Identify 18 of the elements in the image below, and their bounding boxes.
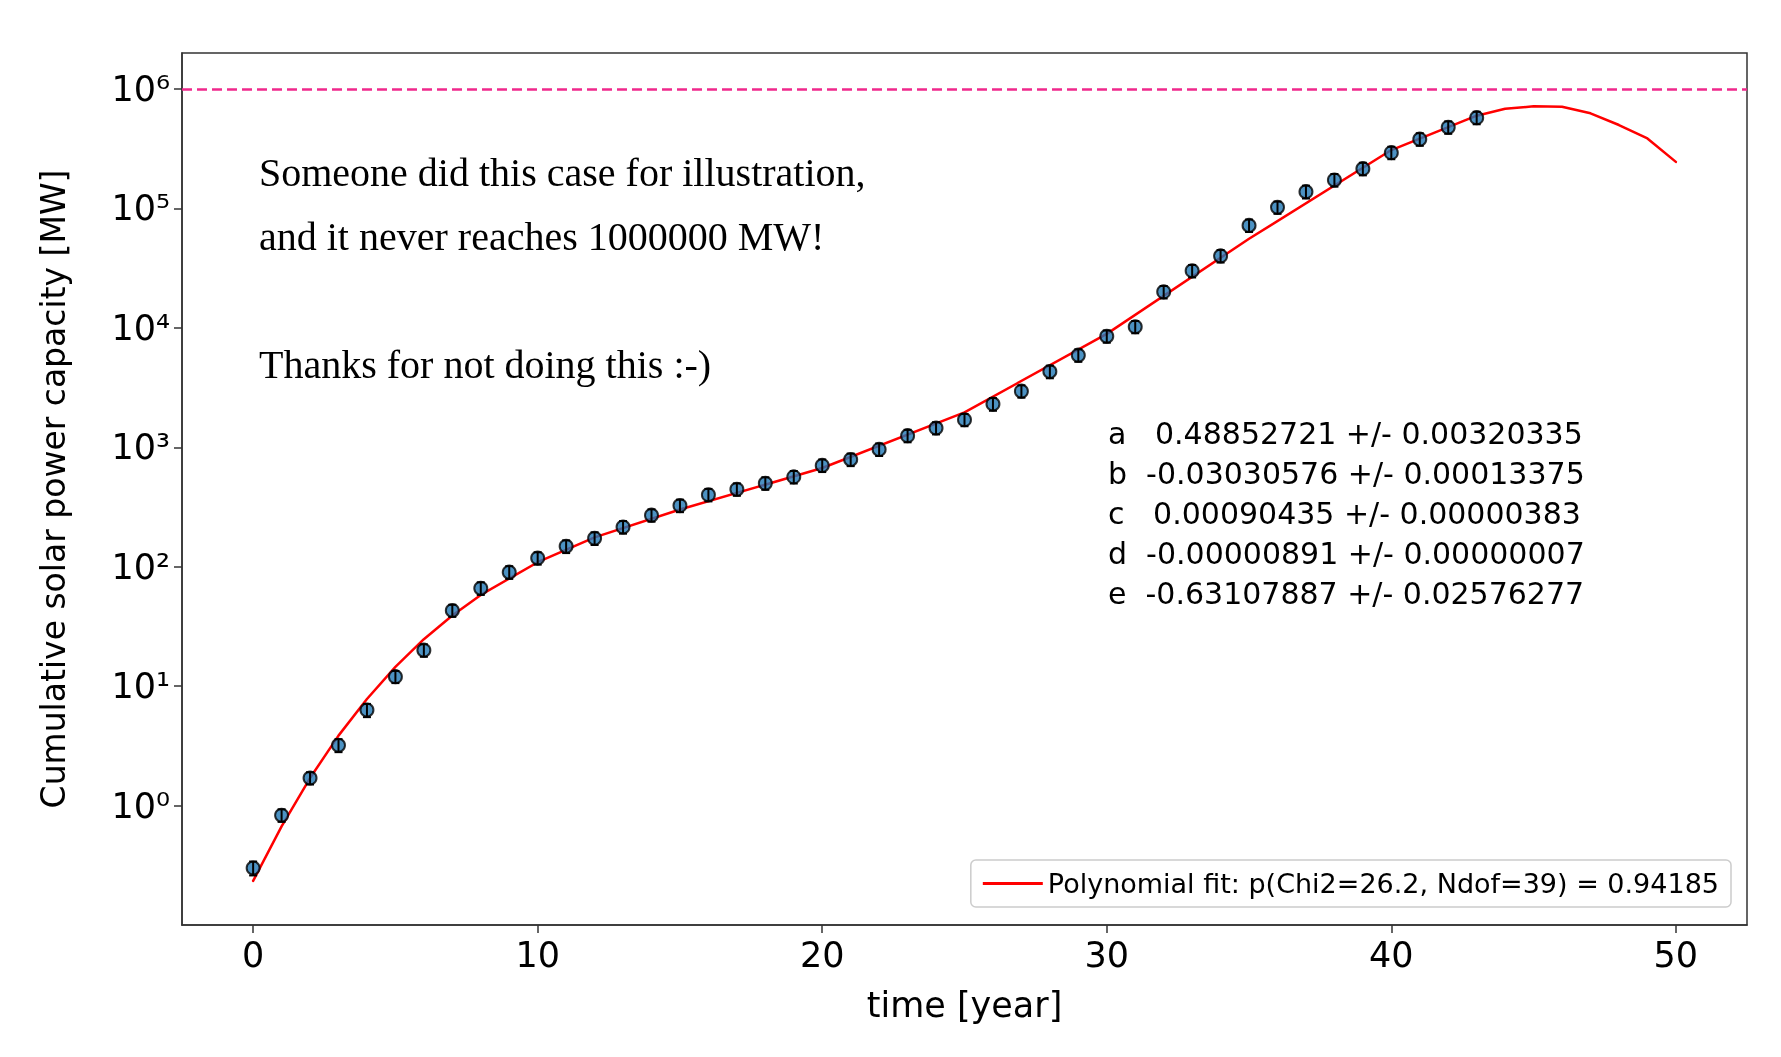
y-tick-label: 10³ bbox=[111, 427, 170, 468]
y-tick-label: 10⁶ bbox=[111, 68, 170, 109]
text: Someone did this case for illustration, and it never reaches 1000000 MW! Thanks for not doing this :-) bbox=[259, 149, 866, 387]
x-tick-label: 50 bbox=[1653, 934, 1699, 975]
x-tick-label: 30 bbox=[1084, 934, 1130, 975]
y-tick-label: 10¹ bbox=[111, 666, 170, 707]
annotation: a 0.48852721 +/- 0.00320335 b -0.03030576 +/- 0.00013375 c 0.00090435 +/- 0.00000383 d -0.00000891 +/- 0.00000007 e -0.63107887 +/- 0.02576277 bbox=[1108, 415, 1585, 611]
y-tick-label: 10⁴ bbox=[111, 307, 170, 348]
x-tick-label: 40 bbox=[1369, 934, 1414, 975]
y-tick-label: 10⁵ bbox=[111, 188, 170, 229]
x-axis-title: time [year] bbox=[866, 984, 1063, 1025]
x-tick-label: 20 bbox=[799, 934, 845, 975]
y-tick-label: 10⁰ bbox=[111, 785, 170, 826]
y-tick-label: 10² bbox=[111, 546, 170, 587]
legend-label: Polynomial fit: p(Chi2=26.2, Ndof=39) = 0.94185 bbox=[1047, 868, 1720, 899]
x-tick-label: 0 bbox=[242, 934, 265, 975]
y-axis-title: Cumulative solar power capacity [MW] bbox=[34, 169, 73, 809]
x-tick-label: 10 bbox=[515, 934, 560, 975]
